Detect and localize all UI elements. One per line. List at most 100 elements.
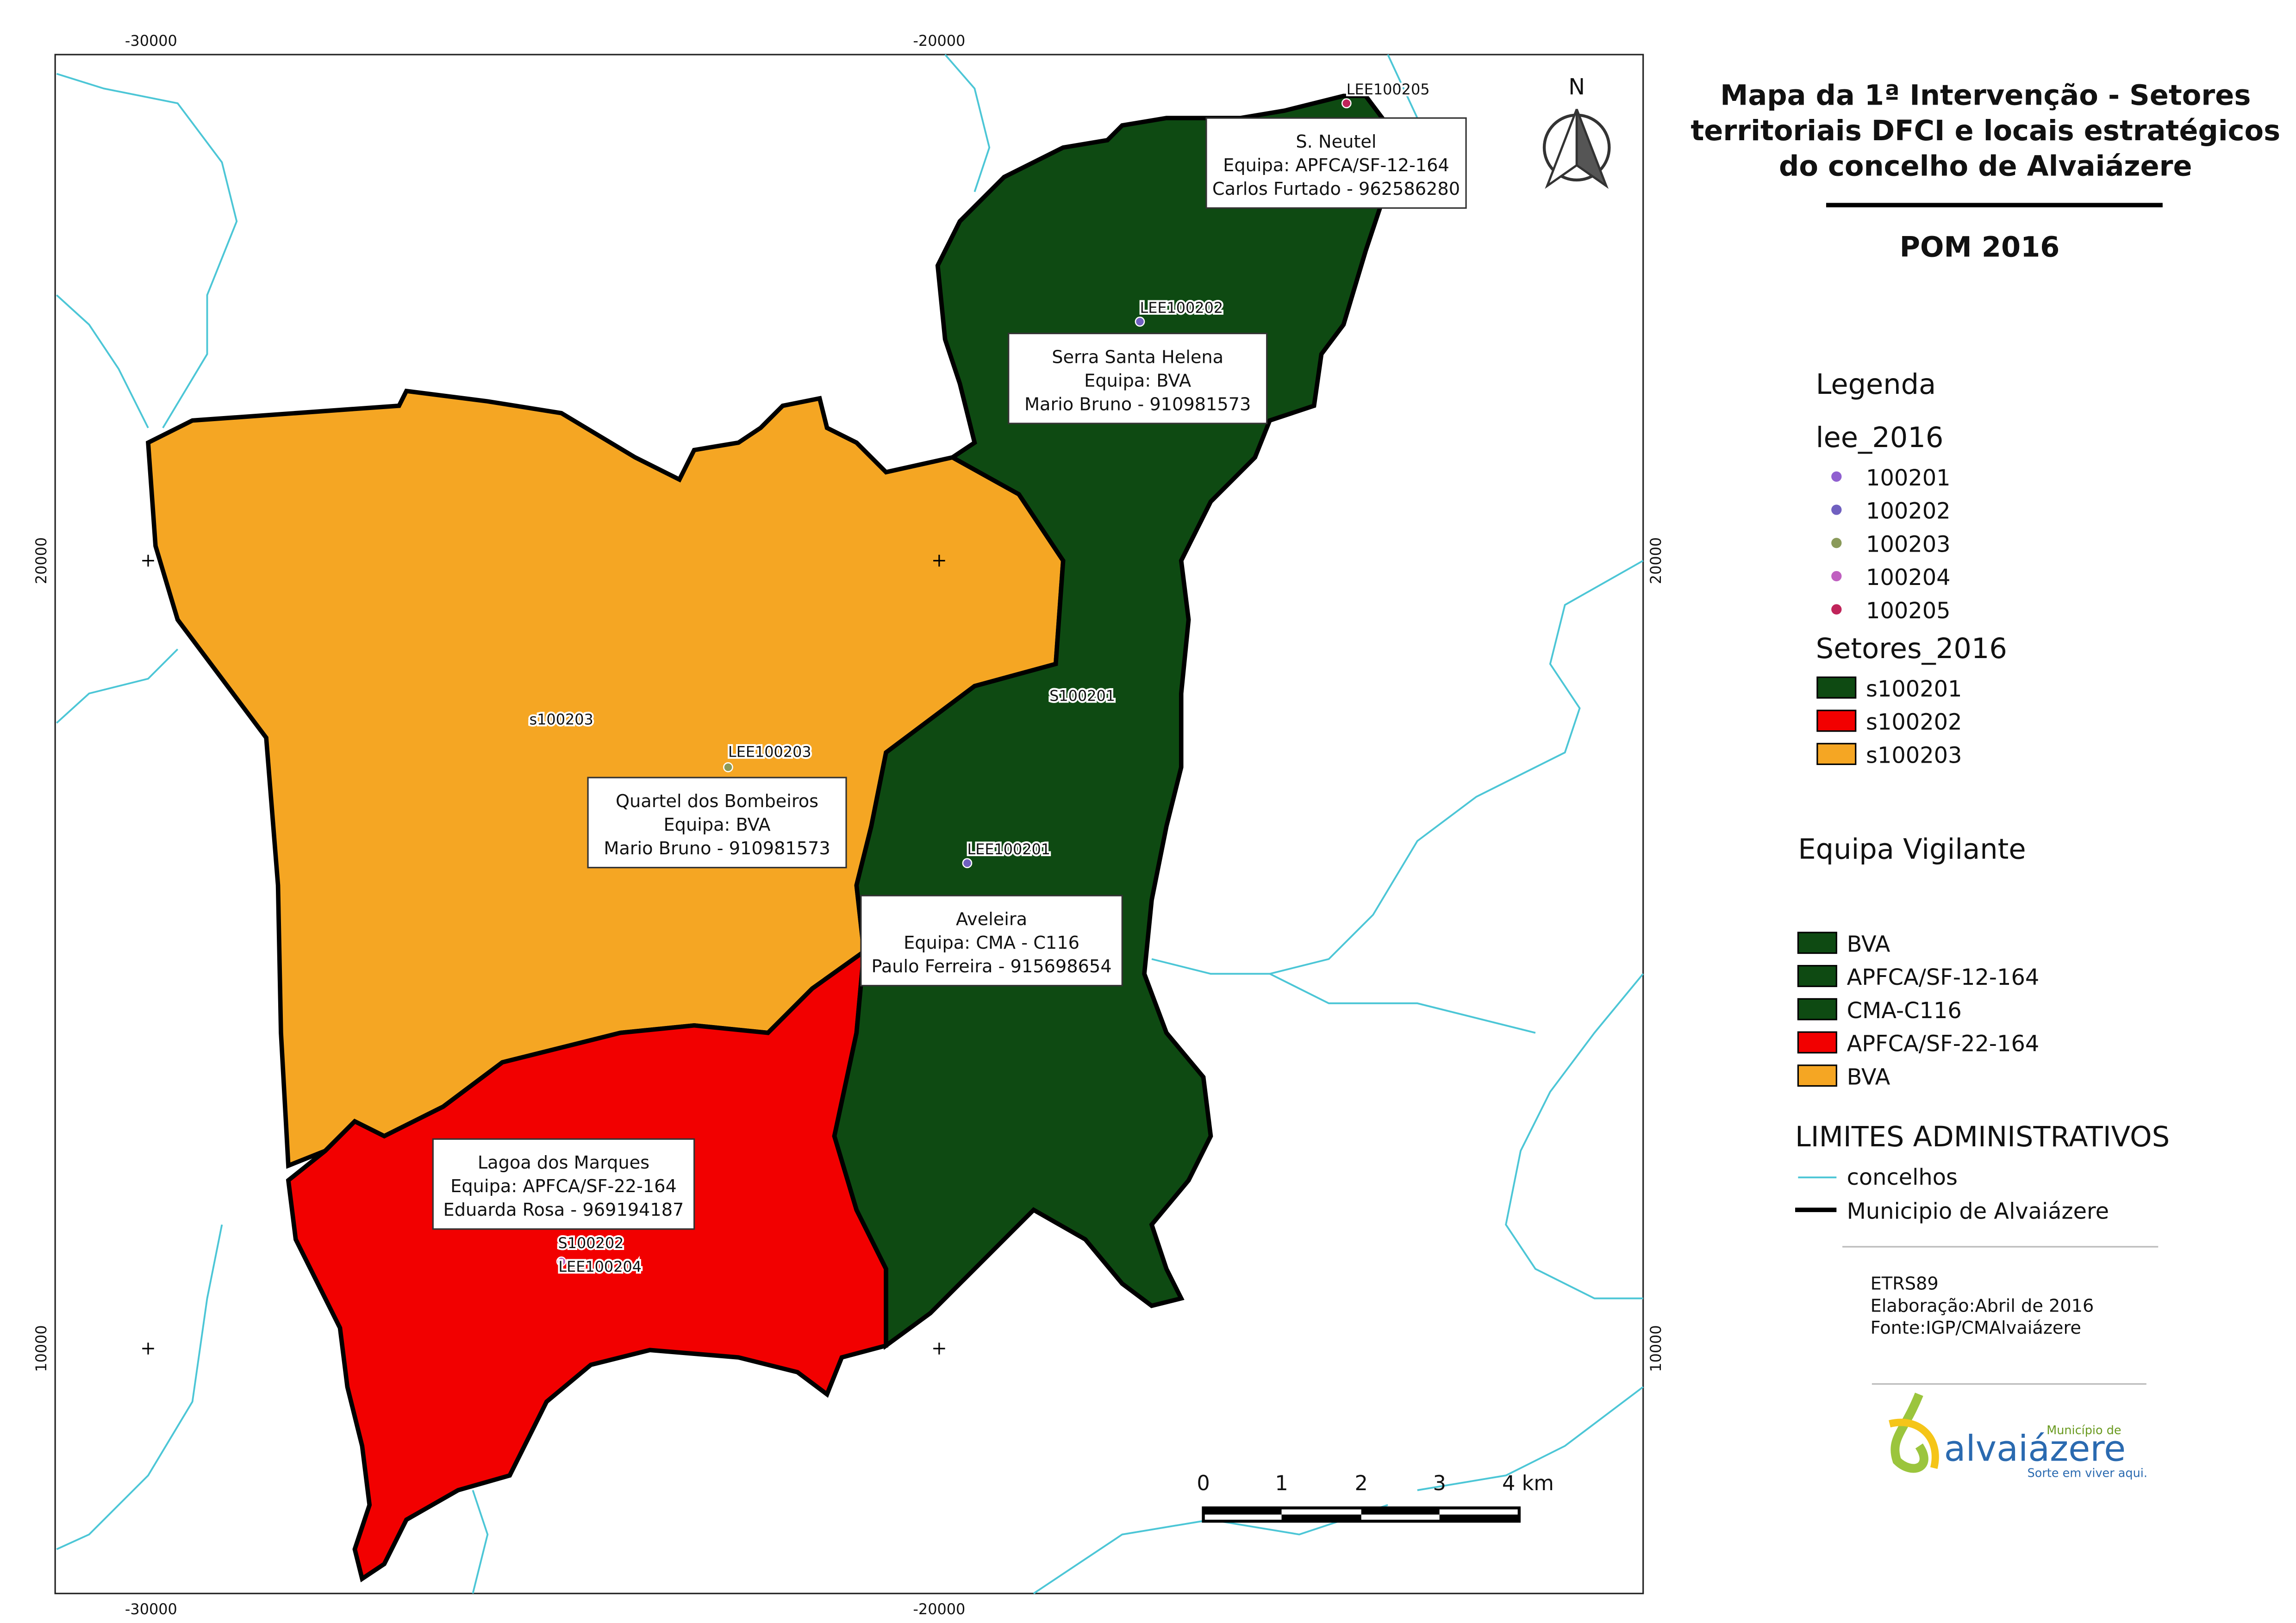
- y-coord: 20000: [32, 537, 50, 584]
- legend-item: Municipio de Alvaiázere: [1847, 1199, 2109, 1224]
- team-text: Mario Bruno - 910981573: [1024, 394, 1251, 415]
- location-point: [723, 762, 733, 772]
- x-coord: -20000: [913, 32, 965, 50]
- notes: ETRS89 Elaboração:Abril de 2016 Fonte:IG…: [1871, 1273, 2094, 1338]
- scale-label: 3: [1433, 1471, 1446, 1495]
- legend-item: s100202: [1866, 710, 1962, 735]
- note: Fonte:IGP/CMAlvaiázere: [1871, 1318, 2081, 1338]
- scale-label: 1: [1275, 1471, 1288, 1495]
- scale-bar: 0 1 2 3 4 km: [1197, 1471, 1554, 1523]
- legend-group: Equipa Vigilante: [1798, 833, 2026, 866]
- x-coord: -20000: [913, 1600, 965, 1618]
- legend-item: CMA-C116: [1847, 998, 1962, 1024]
- sector-s100202: [286, 947, 888, 1583]
- point-label: LEE100205: [1347, 81, 1430, 98]
- x-coord: -30000: [125, 32, 177, 50]
- legend-swatch: [1816, 743, 1857, 765]
- scale-label: 0: [1197, 1471, 1210, 1495]
- team-text: Mario Bruno - 910981573: [604, 838, 830, 859]
- grid-labels: -30000 -20000 -30000 -20000 20000 10000 …: [32, 32, 1665, 1618]
- team-text: Lagoa dos Marques: [478, 1152, 649, 1173]
- team-box: [860, 895, 1123, 987]
- legend-group: lee_2016: [1816, 422, 1944, 454]
- legend-swatch: [1797, 965, 1837, 987]
- team-text: Equipa: CMA - C116: [904, 933, 1079, 953]
- team-text: Equipa: APFCA/SF-12-164: [1223, 155, 1449, 176]
- team-box: [587, 777, 847, 869]
- legend-symbol: [1831, 538, 1842, 548]
- legend-item: APFCA/SF-12-164: [1847, 965, 2040, 990]
- point-label: LEE100204: [558, 1258, 642, 1275]
- team-text: Serra Santa Helena: [1052, 347, 1223, 367]
- subtitle: POM 2016: [1900, 231, 2060, 264]
- sector-label: s100203: [530, 710, 593, 728]
- legend-item: 100204: [1866, 565, 1951, 591]
- legend-swatch: [1797, 1064, 1837, 1087]
- logo-small: Município de: [2046, 1424, 2121, 1437]
- sector-label: S100202: [558, 1234, 624, 1252]
- north-arrow: N: [1542, 75, 1611, 189]
- team-text: Quartel dos Bombeiros: [616, 791, 818, 812]
- legend-symbol: [1831, 604, 1842, 615]
- x-coord: -30000: [125, 1600, 177, 1618]
- note: ETRS89: [1871, 1273, 1939, 1294]
- location-point: [1341, 98, 1352, 109]
- legend-item: BVA: [1847, 1064, 1890, 1090]
- y-coord: 10000: [32, 1325, 50, 1372]
- legend-item: BVA: [1847, 932, 1890, 957]
- legend-item: concelhos: [1847, 1165, 1958, 1190]
- scale-label: 2: [1354, 1471, 1367, 1495]
- legend-item: 100202: [1866, 499, 1951, 524]
- north-label: N: [1568, 75, 1585, 100]
- team-text: Equipa: BVA: [664, 815, 771, 835]
- team-text: Paulo Ferreira - 915698654: [872, 956, 1112, 977]
- legend-item: APFCA/SF-22-164: [1847, 1032, 2040, 1057]
- title: Mapa da 1ª Intervenção - Setores territo…: [1691, 79, 2280, 263]
- point-label: LEE100202: [1140, 299, 1223, 317]
- point-label: LEE100201: [967, 840, 1050, 858]
- location-point: [1135, 317, 1145, 327]
- team-text: Eduarda Rosa - 969194187: [443, 1200, 684, 1220]
- logo-slogan: Sorte em viver aqui.: [2028, 1466, 2147, 1480]
- y-coord: 20000: [1647, 537, 1665, 584]
- sector-label: S100201: [1049, 687, 1115, 704]
- legend-item: 100205: [1866, 598, 1951, 624]
- title-line: do concelho de Alvaiázere: [1779, 150, 2192, 182]
- note: Elaboração:Abril de 2016: [1871, 1295, 2094, 1316]
- team-text: Aveleira: [956, 909, 1027, 930]
- legend-title: Legenda: [1816, 368, 1936, 401]
- location-point: [556, 1256, 567, 1267]
- legend-swatch: [1816, 676, 1857, 699]
- team-text: Equipa: APFCA/SF-22-164: [450, 1176, 677, 1197]
- grid-crosses: [142, 554, 945, 1355]
- legend-symbol: [1831, 571, 1842, 582]
- scale-label: 4 km: [1502, 1471, 1554, 1495]
- logo: Município de alvaiázere Sorte em viver a…: [1889, 1393, 2147, 1480]
- legend-group: Setores_2016: [1816, 633, 2007, 665]
- legend-swatch: [1797, 932, 1837, 954]
- team-text: Carlos Furtado - 962586280: [1212, 179, 1460, 199]
- legend-swatch: [1797, 1031, 1837, 1054]
- team-box: [1205, 117, 1467, 209]
- legend-symbol: [1831, 504, 1842, 515]
- title-line: territoriais DFCI e locais estratégicos: [1691, 115, 2280, 147]
- team-text: S. Neutel: [1296, 131, 1376, 152]
- legend-item: s100201: [1866, 677, 1962, 702]
- legend-item: s100203: [1866, 743, 1962, 768]
- location-point: [962, 858, 973, 868]
- team-box: [432, 1138, 695, 1230]
- logo-name: alvaiázere: [1944, 1428, 2126, 1469]
- legend-item: 100203: [1866, 532, 1951, 557]
- legend-symbol: [1831, 471, 1842, 482]
- team-box: [1008, 332, 1268, 424]
- point-label: LEE100203: [728, 743, 811, 761]
- team-text: Equipa: BVA: [1084, 370, 1191, 391]
- legend-swatch: [1816, 709, 1857, 732]
- legend-item: 100201: [1866, 466, 1951, 491]
- legend-group: LIMITES ADMINISTRATIVOS: [1795, 1121, 2170, 1153]
- y-coord: 10000: [1647, 1325, 1665, 1372]
- title-line: Mapa da 1ª Intervenção - Setores: [1720, 79, 2251, 112]
- legend-swatch: [1797, 998, 1837, 1020]
